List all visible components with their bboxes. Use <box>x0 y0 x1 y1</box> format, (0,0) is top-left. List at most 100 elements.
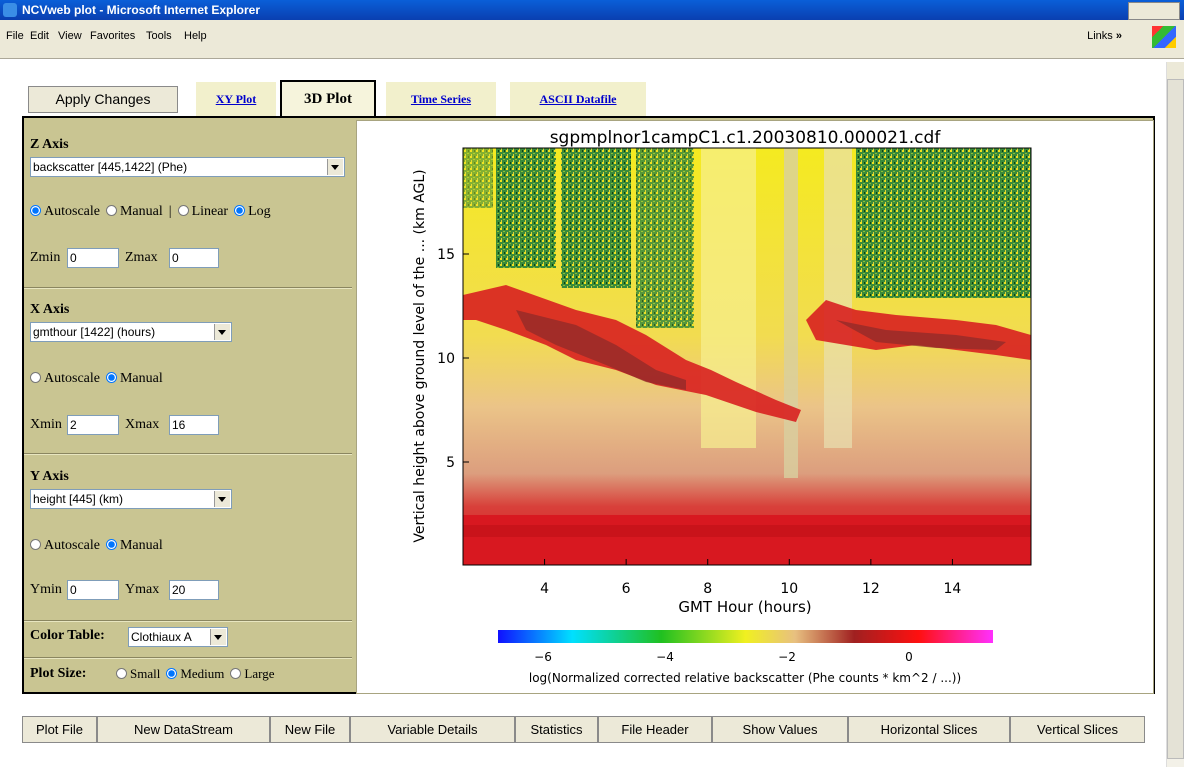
separator-line <box>24 453 352 455</box>
radio[interactable] <box>105 205 117 216</box>
x-tick-label: 14 <box>944 581 962 597</box>
min-input[interactable] <box>67 248 119 268</box>
y-tick-label: 5 <box>446 455 455 471</box>
max-input[interactable] <box>169 580 219 600</box>
links[interactable]: Links <box>1087 30 1113 42</box>
radio[interactable] <box>105 372 117 383</box>
variable-select[interactable]: gmthour [1422] (hours) <box>30 322 232 342</box>
radio-group: Autoscale Manual | Linear Log <box>30 204 277 220</box>
section-label: Y Axis <box>30 469 69 484</box>
x-axis-label: GMT Hour (hours) <box>678 598 811 616</box>
menu-item[interactable]: Favorites <box>90 30 136 42</box>
x-tick-label: 12 <box>862 581 880 597</box>
plot-frame <box>462 147 1032 566</box>
menu-item[interactable]: View <box>58 30 82 42</box>
max-label: Zmax <box>125 250 158 265</box>
menu-item[interactable]: Edit <box>30 30 49 42</box>
variable-select[interactable]: backscatter [445,1422] (Phe) <box>30 157 345 177</box>
radio-group: Autoscale Manual <box>30 538 169 554</box>
radio-label: Log <box>248 204 271 219</box>
radio-label: Autoscale <box>44 371 100 386</box>
radio[interactable] <box>177 205 189 216</box>
radio-label: Autoscale <box>44 204 100 219</box>
radio-label: Autoscale <box>44 538 100 553</box>
radio[interactable] <box>30 205 41 216</box>
min-label: Ymin <box>30 582 62 597</box>
radio[interactable] <box>116 668 127 679</box>
colorbar-label: log(Normalized corrected relative backsc… <box>529 671 961 685</box>
y-tick-label: 10 <box>437 351 455 367</box>
separator-line <box>24 620 352 622</box>
tab[interactable]: ASCII Datafile <box>510 82 646 116</box>
toolbar-button[interactable]: Plot File <box>22 716 97 743</box>
plot: sgpmplnor1campC1.c1.20030810.000021.cdf … <box>412 128 1032 685</box>
radio-label: Medium <box>180 666 225 681</box>
radio[interactable] <box>30 539 41 550</box>
toolbar-button[interactable]: New DataStream <box>97 716 270 743</box>
min-label: Zmin <box>30 250 61 265</box>
title-bar: NCVweb plot - Microsoft Internet Explore… <box>0 0 1184 20</box>
color-table-select[interactable]: Clothiaux A <box>128 627 228 647</box>
toolbar-button[interactable]: Horizontal Slices <box>848 716 1010 743</box>
radio-label: Manual <box>119 204 163 219</box>
section-label: X Axis <box>30 302 70 317</box>
toolbar-button[interactable]: Statistics <box>515 716 598 743</box>
ie-icon <box>3 3 17 17</box>
menu-item[interactable]: Tools <box>146 30 172 42</box>
toolbar-button[interactable]: New File <box>270 716 350 743</box>
radio-label: Large <box>244 666 275 681</box>
window-controls[interactable] <box>1128 2 1180 20</box>
toolbar-button[interactable]: Vertical Slices <box>1010 716 1145 743</box>
x-tick-label: 4 <box>540 581 549 597</box>
links-more[interactable]: » <box>1115 30 1122 42</box>
menu-bar: Links » File Edit View Favorites Tools Help <box>0 20 1184 59</box>
radio[interactable] <box>166 668 178 679</box>
radio-group: Autoscale Manual <box>30 371 169 387</box>
max-label: Xmax <box>125 417 160 432</box>
colorbar-tick-label: −2 <box>778 650 796 664</box>
toolbar-button[interactable]: Show Values <box>712 716 848 743</box>
scrollbar[interactable] <box>1166 62 1184 767</box>
menu-item[interactable]: File <box>6 30 24 42</box>
tab[interactable]: 3D Plot <box>280 80 376 120</box>
tab[interactable]: Time Series <box>386 82 496 116</box>
radio[interactable] <box>105 539 117 550</box>
plot-title: sgpmplnor1campC1.c1.20030810.000021.cdf <box>550 128 942 148</box>
colorbar <box>498 630 993 643</box>
radio[interactable] <box>230 668 242 679</box>
radio-group: Small Medium Large <box>116 666 280 682</box>
radio-label: Manual <box>119 371 163 386</box>
colorbar-tick-label: 0 <box>905 650 913 664</box>
radio[interactable] <box>30 372 41 383</box>
min-label: Xmin <box>30 417 62 432</box>
separator: | <box>168 204 172 219</box>
y-tick-label: 15 <box>437 247 455 263</box>
apply-button[interactable]: Apply Changes <box>28 86 178 113</box>
colorbar-tick-label: −6 <box>534 650 552 664</box>
colorbar-tick-label: −4 <box>656 650 674 664</box>
x-tick-label: 6 <box>622 581 631 597</box>
y-axis-label: Vertical height above ground level of th… <box>412 169 428 542</box>
radio-label: Small <box>130 666 161 681</box>
menu-item[interactable]: Help <box>184 30 207 42</box>
heatmap <box>463 148 1031 565</box>
radio[interactable] <box>234 205 246 216</box>
section-label: Z Axis <box>30 137 69 152</box>
max-input[interactable] <box>169 415 219 435</box>
radio-label: Linear <box>191 204 229 219</box>
window-title: NCVweb plot - Microsoft Internet Explore… <box>22 3 261 17</box>
radio-label: Manual <box>119 538 163 553</box>
windows-logo <box>1152 26 1176 48</box>
min-input[interactable] <box>67 415 119 435</box>
variable-select[interactable]: height [445] (km) <box>30 489 232 509</box>
toolbar-button[interactable]: File Header <box>598 716 712 743</box>
x-tick-label: 10 <box>780 581 798 597</box>
plot-size-label: Plot Size: <box>30 666 87 681</box>
min-input[interactable] <box>67 580 119 600</box>
max-input[interactable] <box>169 248 219 268</box>
tab[interactable]: XY Plot <box>196 82 276 116</box>
toolbar-button[interactable]: Variable Details <box>350 716 515 743</box>
x-tick-label: 8 <box>703 581 712 597</box>
max-label: Ymax <box>125 582 160 597</box>
